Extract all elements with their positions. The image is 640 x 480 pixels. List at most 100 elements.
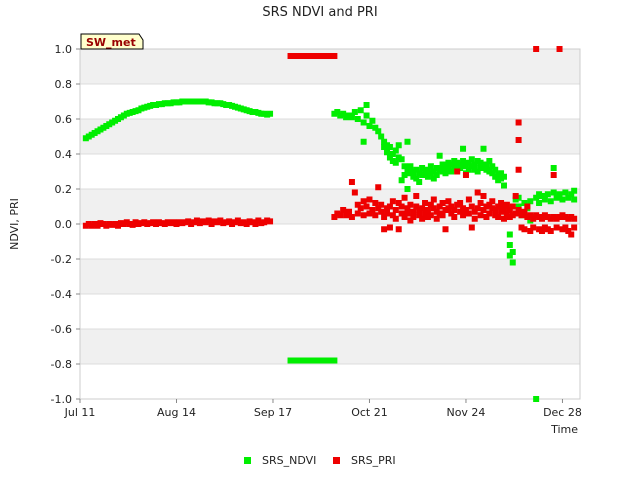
data-point-pri: [363, 203, 370, 210]
data-point-ndvi: [419, 172, 426, 178]
data-point-pri: [430, 196, 437, 203]
data-point-ndvi: [267, 110, 274, 117]
data-point-pri: [407, 217, 414, 224]
site-label: SW_met: [86, 36, 136, 49]
data-point-pri: [389, 212, 396, 219]
data-point-ndvi: [401, 163, 408, 170]
legend: SRS_NDVI SRS_PRI: [244, 454, 396, 467]
data-point-ndvi: [363, 102, 370, 108]
x-tick-label: Nov 24: [446, 406, 485, 419]
data-point-ndvi: [489, 170, 496, 177]
data-point-ndvi: [445, 165, 452, 171]
data-point-ndvi: [389, 151, 396, 157]
data-point-ndvi: [515, 203, 522, 210]
data-point-ndvi: [571, 187, 578, 194]
x-tick-label: Oct 21: [351, 406, 388, 419]
legend-label-pri: SRS_PRI: [351, 454, 396, 467]
data-point-ndvi: [413, 175, 420, 182]
data-point-pri: [553, 224, 560, 231]
legend-label-ndvi: SRS_NDVI: [262, 454, 316, 467]
data-point-ndvi: [416, 179, 423, 185]
data-point-ndvi: [547, 198, 554, 205]
data-point-ndvi: [471, 161, 478, 168]
data-point-pri: [416, 212, 423, 219]
data-point-pri: [448, 203, 455, 210]
data-point-ndvi: [334, 109, 341, 115]
data-point-pri: [477, 212, 484, 219]
data-point-ndvi: [448, 168, 455, 175]
data-point-pri: [404, 205, 411, 212]
data-point-pri: [267, 218, 274, 225]
data-point-pri: [360, 198, 367, 205]
legend-swatch-ndvi: [244, 457, 251, 464]
data-point-pri: [515, 137, 522, 143]
data-point-pri: [500, 205, 507, 212]
data-point-ndvi: [424, 173, 431, 180]
data-point-pri: [407, 201, 414, 208]
data-point-ndvi: [457, 165, 464, 171]
data-point-ndvi: [509, 259, 516, 266]
data-point-pri: [500, 215, 507, 222]
data-point-pri: [538, 215, 545, 222]
data-point-ndvi: [392, 147, 399, 154]
data-point-ndvi: [413, 166, 420, 173]
data-point-ndvi: [424, 166, 431, 173]
data-point-pri: [495, 214, 502, 220]
x-tick-label: Aug 14: [157, 406, 196, 419]
data-point-pri: [524, 203, 531, 210]
data-point-pri: [404, 210, 411, 217]
data-point-ndvi: [419, 165, 426, 171]
data-point-ndvi: [506, 252, 513, 259]
data-point-pri: [527, 228, 534, 234]
data-point-ndvi: [386, 144, 393, 150]
data-point-pri: [386, 203, 393, 210]
data-point-ndvi: [477, 165, 484, 171]
y-tick-label: 0.0: [55, 218, 73, 231]
y-tick-label: 0.2: [55, 183, 73, 196]
data-point-pri: [556, 46, 563, 52]
data-point-ndvi: [395, 142, 402, 149]
data-point-pri: [471, 208, 478, 215]
data-point-pri: [568, 231, 575, 238]
data-point-ndvi: [351, 109, 358, 115]
data-point-pri: [489, 198, 496, 205]
data-point-pri: [509, 203, 516, 210]
data-point-pri: [413, 203, 420, 210]
y-tick-label: 0.8: [55, 78, 73, 91]
data-point-ndvi: [559, 196, 566, 203]
site-label-box: SW_met: [80, 33, 144, 50]
chart-title: SRS NDVI and PRI: [262, 5, 377, 20]
data-point-ndvi: [550, 189, 557, 196]
data-point-pri: [506, 207, 513, 213]
data-point-pri: [571, 224, 578, 231]
data-point-pri: [521, 226, 528, 233]
data-point-ndvi: [433, 172, 440, 178]
plot-band: [80, 84, 580, 119]
data-point-ndvi: [550, 165, 557, 171]
data-point-pri: [346, 208, 353, 215]
plot-band: [80, 224, 580, 259]
data-point-pri: [451, 207, 458, 213]
data-point-ndvi: [460, 158, 467, 164]
data-point-pri: [483, 214, 490, 220]
data-point-ndvi: [465, 159, 472, 166]
data-point-ndvi: [462, 163, 469, 170]
data-point-pri: [410, 208, 417, 215]
data-point-ndvi: [506, 231, 513, 238]
data-point-pri: [512, 193, 519, 199]
data-point-ndvi: [460, 145, 467, 152]
data-point-ndvi: [500, 173, 507, 180]
data-point-pri: [498, 208, 505, 215]
data-point-pri: [366, 196, 373, 203]
data-point-pri: [495, 203, 502, 210]
plot-bands: [80, 49, 580, 399]
data-point-ndvi: [427, 163, 434, 170]
data-point-pri: [395, 200, 402, 206]
data-point-pri: [360, 212, 367, 219]
data-point-pri: [381, 226, 388, 233]
y-tick-label: -0.6: [51, 323, 72, 336]
y-axis-title: NDVI, PRI: [8, 198, 21, 250]
data-point-pri: [460, 212, 467, 219]
data-point-ndvi: [442, 170, 449, 177]
data-point-pri: [378, 208, 385, 215]
